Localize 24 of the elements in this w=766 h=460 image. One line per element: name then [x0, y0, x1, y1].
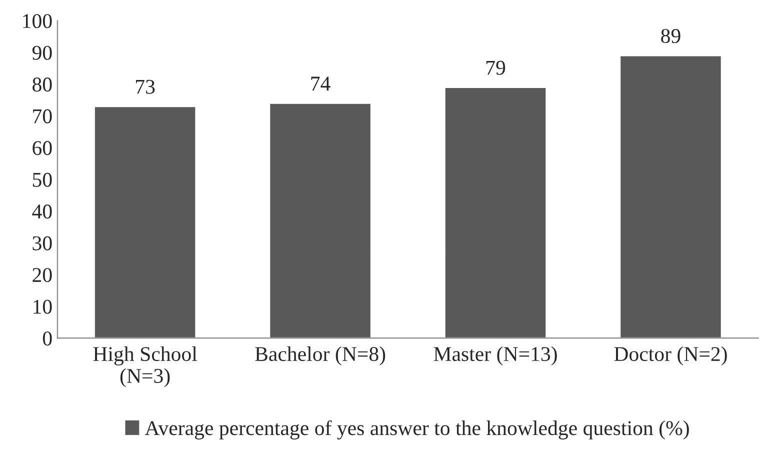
bar	[268, 102, 372, 338]
bar	[619, 54, 722, 338]
data-label: 73	[136, 80, 155, 94]
x-tick-label: Master (N=13)	[434, 346, 557, 366]
bar	[444, 86, 548, 338]
data-label: 79	[486, 60, 506, 75]
y-tick-label: 10	[34, 300, 52, 314]
y-tick-label: 30	[32, 236, 52, 250]
x-tick-label: High School (N=3)	[93, 346, 198, 388]
y-tick-label: 80	[32, 78, 52, 92]
y-tick-label: 0	[42, 331, 52, 346]
y-tick-label: 70	[33, 109, 52, 124]
legend-label: Average percentage of yes answer to the knowledge question (%)	[144, 420, 689, 440]
x-tick-label: Doctor (N=2)	[614, 346, 727, 366]
y-tick-label: 50	[32, 172, 52, 187]
y-tick-label: 60	[32, 141, 52, 156]
y-tick-label: 100	[23, 14, 52, 28]
data-label: 74	[311, 76, 330, 90]
x-tick-label: Bachelor (N=8)	[255, 346, 386, 366]
bar	[94, 106, 197, 338]
y-tick-label: 40	[32, 204, 52, 219]
data-label: 89	[661, 28, 680, 44]
y-tick-label: 90	[32, 46, 52, 60]
y-tick-label: 20	[32, 268, 52, 282]
